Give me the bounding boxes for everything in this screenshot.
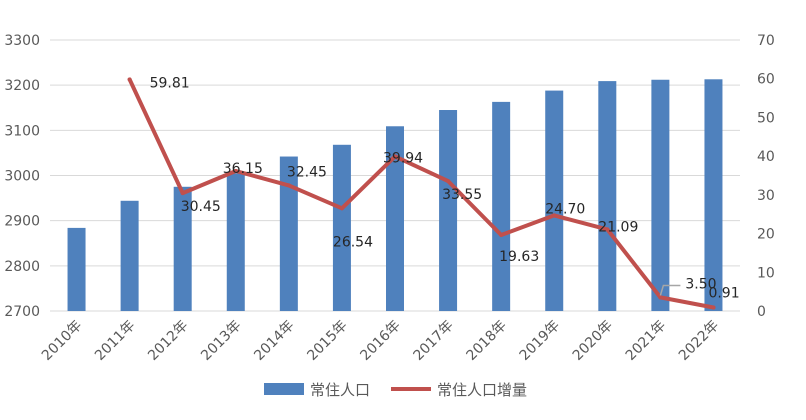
y-right-tick-label: 10 xyxy=(757,265,775,281)
bar-series xyxy=(67,79,723,312)
data-label: 21.09 xyxy=(598,219,638,235)
data-label: 39.94 xyxy=(383,150,423,166)
bar xyxy=(651,79,670,311)
y-right-tick-label: 30 xyxy=(757,188,775,204)
x-tick-label: 2016年 xyxy=(357,318,403,364)
y-axis-right: 0 10 20 30 40 50 60 70 xyxy=(757,33,775,320)
y-right-tick-label: 0 xyxy=(757,304,766,320)
y-right-tick-label: 70 xyxy=(757,33,775,49)
line-point xyxy=(446,179,451,184)
legend-swatch-bar xyxy=(264,383,304,395)
y-left-tick-label: 2900 xyxy=(4,214,40,230)
bar xyxy=(120,200,139,311)
line-point xyxy=(605,227,610,232)
x-tick-label: 2012年 xyxy=(145,318,191,364)
line-point xyxy=(286,183,291,188)
x-tick-label: 2010年 xyxy=(39,318,85,364)
data-label: 30.45 xyxy=(181,199,221,215)
bar xyxy=(598,81,617,311)
bar xyxy=(67,227,86,311)
legend-label-line: 常住人口增量 xyxy=(437,381,527,399)
bar xyxy=(332,144,351,311)
x-axis: 2010年 2011年 2012年 2013年 2014年 2015年 2016年 2017年… xyxy=(39,318,722,364)
data-label: 33.55 xyxy=(442,187,482,203)
bar xyxy=(492,101,511,312)
legend-label-bar: 常住人口 xyxy=(310,381,370,399)
line-point xyxy=(393,154,397,159)
line-point xyxy=(711,305,716,310)
data-labels: 59.81 30.45 36.15 32.45 26.54 39.94 33.55 19.63… xyxy=(150,75,740,301)
y-right-tick-label: 20 xyxy=(757,227,775,243)
bar xyxy=(279,156,298,311)
y-left-tick-label: 2700 xyxy=(4,304,40,320)
line-point xyxy=(339,206,344,211)
y-right-tick-label: 40 xyxy=(757,149,775,165)
y-left-tick-label: 3100 xyxy=(4,123,40,139)
x-tick-label: 2011年 xyxy=(92,318,138,364)
line-point xyxy=(499,233,504,238)
line-series xyxy=(127,77,716,310)
y-axis-left: 2700 2800 2900 3000 3100 3200 3300 xyxy=(4,33,40,320)
y-left-tick-label: 3000 xyxy=(4,169,40,185)
y-right-tick-label: 50 xyxy=(757,110,775,126)
legend: 常住人口 常住人口增量 xyxy=(264,381,527,399)
x-tick-label: 2020年 xyxy=(570,318,616,364)
line-point xyxy=(180,191,185,196)
bar xyxy=(704,79,723,311)
data-label: 59.81 xyxy=(150,75,190,91)
x-tick-label: 2018年 xyxy=(464,318,510,364)
y-left-tick-label: 3300 xyxy=(4,33,40,49)
data-label: 26.54 xyxy=(333,234,373,250)
data-label: 36.15 xyxy=(223,161,263,177)
x-tick-label: 2021年 xyxy=(623,318,669,364)
data-label: 19.63 xyxy=(499,249,539,265)
x-tick-label: 2015年 xyxy=(304,318,350,364)
bar xyxy=(439,110,458,311)
line-point xyxy=(127,77,132,82)
bar xyxy=(545,90,564,311)
line-point xyxy=(233,169,238,174)
y-right-tick-label: 60 xyxy=(757,72,775,88)
data-label: 32.45 xyxy=(287,164,327,180)
line-point xyxy=(552,213,557,218)
series-line xyxy=(127,77,716,310)
x-tick-label: 2019年 xyxy=(517,318,563,364)
leader-line xyxy=(659,284,681,296)
bar xyxy=(226,173,245,311)
data-label: 3.50 xyxy=(685,276,716,292)
bar xyxy=(386,126,404,311)
data-label: 0.91 xyxy=(708,285,739,301)
bar xyxy=(173,186,192,311)
y-left-tick-label: 2800 xyxy=(4,259,40,275)
x-tick-label: 2022年 xyxy=(676,318,722,364)
y-left-tick-label: 3200 xyxy=(4,78,40,94)
x-tick-label: 2017年 xyxy=(410,318,456,364)
x-tick-label: 2013年 xyxy=(198,318,244,364)
x-tick-label: 2014年 xyxy=(251,318,297,364)
line-point xyxy=(658,295,663,300)
data-label: 24.70 xyxy=(545,201,585,217)
